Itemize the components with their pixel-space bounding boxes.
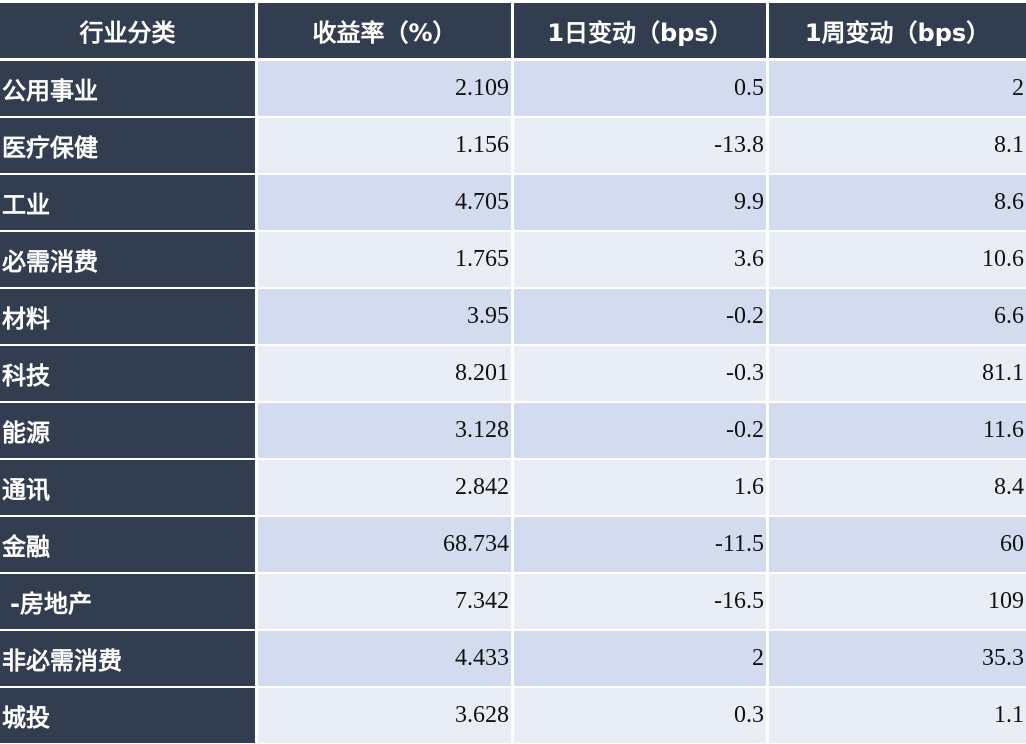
table-row: 公用事业 2.109 0.5 2: [0, 61, 1026, 116]
yield-cell: 4.705: [258, 175, 511, 230]
header-change-1d: 1日变动（bps）: [514, 3, 766, 58]
change-1d-cell: 1.6: [514, 460, 766, 515]
change-1d-cell: -0.3: [514, 346, 766, 401]
change-1d-cell: 3.6: [514, 232, 766, 287]
table-row: 能源 3.128 -0.2 11.6: [0, 403, 1026, 458]
change-1d-cell: -13.8: [514, 118, 766, 173]
yield-cell: 2.109: [258, 61, 511, 116]
change-1w-cell: 8.4: [769, 460, 1026, 515]
yield-cell: 8.201: [258, 346, 511, 401]
sector-cell: 医疗保健: [0, 118, 255, 173]
table-row: 医疗保健 1.156 -13.8 8.1: [0, 118, 1026, 173]
table-header-row: 行业分类 收益率（%） 1日变动（bps） 1周变动（bps）: [0, 3, 1026, 58]
change-1d-cell: 0.5: [514, 61, 766, 116]
change-1w-cell: 11.6: [769, 403, 1026, 458]
change-1d-cell: 2: [514, 631, 766, 686]
table-row: 城投 3.628 0.3 1.1: [0, 688, 1026, 743]
change-1w-cell: 8.6: [769, 175, 1026, 230]
change-1w-cell: 8.1: [769, 118, 1026, 173]
sector-cell: 通讯: [0, 460, 255, 515]
change-1d-cell: -16.5: [514, 574, 766, 629]
sector-cell: 城投: [0, 688, 255, 743]
table-row: 通讯 2.842 1.6 8.4: [0, 460, 1026, 515]
yield-cell: 7.342: [258, 574, 511, 629]
table-row: -房地产 7.342 -16.5 109: [0, 574, 1026, 629]
sector-cell: 材料: [0, 289, 255, 344]
sector-cell: 必需消费: [0, 232, 255, 287]
change-1d-cell: -11.5: [514, 517, 766, 572]
sector-cell: -房地产: [0, 574, 255, 629]
change-1w-cell: 1.1: [769, 688, 1026, 743]
sector-cell: 公用事业: [0, 61, 255, 116]
change-1d-cell: -0.2: [514, 403, 766, 458]
yield-cell: 4.433: [258, 631, 511, 686]
table-row: 必需消费 1.765 3.6 10.6: [0, 232, 1026, 287]
change-1w-cell: 81.1: [769, 346, 1026, 401]
change-1w-cell: 35.3: [769, 631, 1026, 686]
yield-cell: 1.765: [258, 232, 511, 287]
header-yield: 收益率（%）: [258, 3, 511, 58]
yield-cell: 3.628: [258, 688, 511, 743]
table-row: 材料 3.95 -0.2 6.6: [0, 289, 1026, 344]
sector-cell: 非必需消费: [0, 631, 255, 686]
yield-cell: 2.842: [258, 460, 511, 515]
change-1w-cell: 6.6: [769, 289, 1026, 344]
change-1d-cell: 0.3: [514, 688, 766, 743]
yield-cell: 3.95: [258, 289, 511, 344]
change-1w-cell: 60: [769, 517, 1026, 572]
change-1d-cell: 9.9: [514, 175, 766, 230]
header-change-1w: 1周变动（bps）: [769, 3, 1026, 58]
sector-cell: 能源: [0, 403, 255, 458]
sector-cell: 科技: [0, 346, 255, 401]
table-row: 工业 4.705 9.9 8.6: [0, 175, 1026, 230]
sector-cell: 金融: [0, 517, 255, 572]
change-1d-cell: -0.2: [514, 289, 766, 344]
change-1w-cell: 2: [769, 61, 1026, 116]
change-1w-cell: 10.6: [769, 232, 1026, 287]
yield-cell: 3.128: [258, 403, 511, 458]
sector-cell: 工业: [0, 175, 255, 230]
header-sector: 行业分类: [0, 3, 255, 58]
yield-cell: 68.734: [258, 517, 511, 572]
yield-cell: 1.156: [258, 118, 511, 173]
table-row: 科技 8.201 -0.3 81.1: [0, 346, 1026, 401]
table-row: 金融 68.734 -11.5 60: [0, 517, 1026, 572]
change-1w-cell: 109: [769, 574, 1026, 629]
table-row: 非必需消费 4.433 2 35.3: [0, 631, 1026, 686]
